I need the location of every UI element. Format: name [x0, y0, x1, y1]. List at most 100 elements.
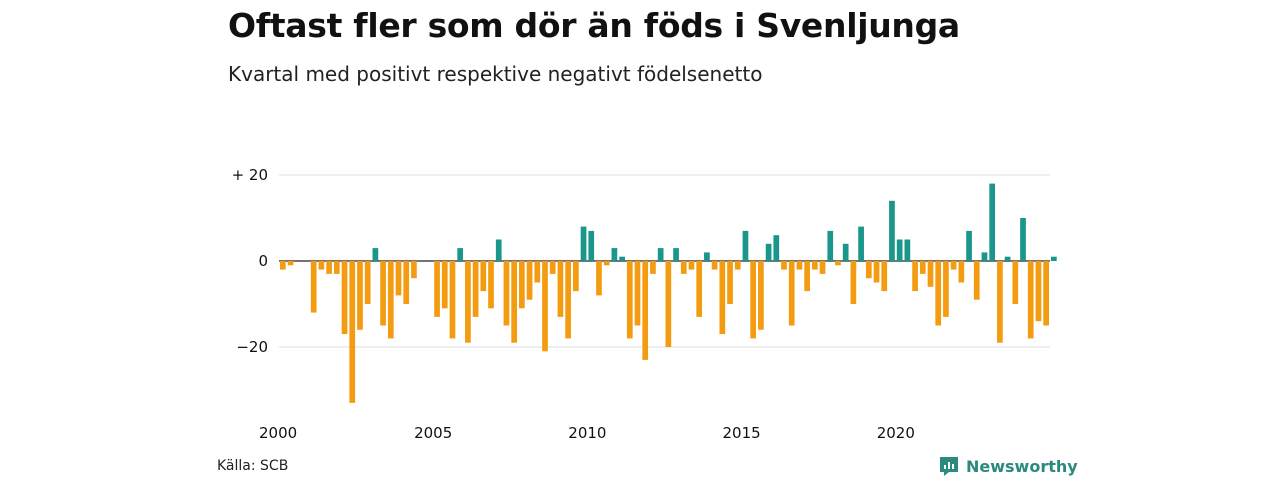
y-tick-label: −20 — [236, 338, 268, 356]
bar — [842, 243, 849, 261]
bar — [673, 248, 679, 261]
bar — [1051, 256, 1057, 261]
bar — [904, 239, 911, 261]
bar — [387, 261, 394, 339]
bar — [1004, 256, 1011, 261]
bar — [580, 226, 587, 261]
bar — [811, 261, 818, 270]
bar — [750, 261, 757, 339]
bar — [873, 261, 880, 283]
bar — [950, 261, 957, 270]
bar — [827, 230, 834, 261]
bar — [588, 230, 595, 261]
bar — [1020, 218, 1026, 261]
bar — [788, 261, 795, 326]
bar — [819, 261, 826, 274]
bar — [495, 239, 502, 261]
bar — [449, 261, 456, 339]
bar — [488, 261, 494, 309]
bar — [611, 248, 618, 261]
bar — [565, 261, 571, 339]
bar — [403, 261, 410, 304]
bar — [889, 200, 895, 261]
bar — [711, 261, 718, 270]
bar — [642, 261, 649, 360]
bar — [626, 261, 633, 339]
bar — [480, 261, 487, 292]
bar — [850, 261, 857, 304]
bar — [1012, 261, 1019, 304]
source-note: Källa: SCB — [217, 458, 289, 474]
bar — [511, 261, 518, 343]
bar — [326, 261, 332, 274]
bar — [981, 252, 988, 261]
bar — [704, 252, 710, 261]
bar — [434, 261, 440, 317]
bar — [372, 248, 379, 261]
bar — [966, 230, 972, 261]
bar — [341, 261, 348, 335]
bar — [650, 261, 656, 274]
brand-name: Newsworthy — [966, 456, 1078, 476]
bar — [1043, 261, 1049, 326]
bar — [357, 261, 363, 330]
bar — [349, 261, 356, 403]
bar — [457, 248, 464, 261]
bar — [534, 261, 541, 283]
bar — [773, 235, 780, 261]
bar — [395, 261, 402, 296]
bar — [318, 261, 325, 270]
bar — [557, 261, 564, 317]
newsworthy-icon — [940, 457, 958, 476]
bar — [927, 261, 934, 287]
bar — [943, 261, 949, 317]
y-tick-label: + 20 — [232, 166, 268, 184]
bar — [603, 261, 610, 266]
bar — [997, 261, 1003, 343]
bar — [280, 261, 286, 270]
bar — [989, 183, 996, 261]
bar — [549, 261, 556, 274]
bar — [503, 261, 510, 326]
bar — [896, 239, 903, 261]
y-tick-label: 0 — [258, 252, 268, 270]
bar — [665, 261, 672, 347]
chart-subtitle: Kvartal med positivt respektive negativt… — [228, 62, 763, 86]
bar — [1035, 261, 1042, 322]
bar — [858, 226, 864, 261]
bar — [634, 261, 641, 326]
bar — [657, 248, 664, 261]
bar — [310, 261, 317, 313]
bar — [835, 261, 841, 266]
bar — [973, 261, 980, 300]
bar — [881, 261, 888, 292]
x-tick-label: 2005 — [414, 424, 452, 442]
bar — [688, 261, 695, 270]
newsworthy-logo[interactable]: Newsworthy — [938, 455, 1078, 477]
chart-title: Oftast fler som dör än föds i Svenljunga — [228, 6, 960, 45]
x-tick-label: 2000 — [259, 424, 297, 442]
bar — [596, 261, 602, 296]
bar — [765, 243, 772, 261]
bar — [696, 261, 703, 317]
bar — [796, 261, 803, 270]
bar — [742, 230, 749, 261]
bar — [919, 261, 926, 274]
bar — [572, 261, 579, 292]
bar — [734, 261, 741, 270]
bar — [935, 261, 942, 326]
bar — [411, 261, 417, 279]
bar — [542, 261, 548, 352]
bar — [364, 261, 371, 304]
bar — [958, 261, 965, 283]
bar — [472, 261, 479, 317]
bar — [1027, 261, 1034, 339]
bar — [719, 261, 726, 335]
bar — [333, 261, 340, 274]
bar — [441, 261, 448, 309]
bar — [804, 261, 810, 292]
x-tick-label: 2015 — [723, 424, 761, 442]
bar — [680, 261, 687, 274]
bar — [781, 261, 787, 270]
